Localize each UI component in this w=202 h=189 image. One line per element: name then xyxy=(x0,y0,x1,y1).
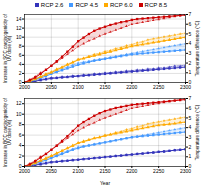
svg-text:2250: 2250 xyxy=(153,84,164,90)
svg-text:0: 0 xyxy=(189,163,192,169)
svg-text:6: 6 xyxy=(189,105,192,111)
svg-text:10: 10 xyxy=(16,34,22,40)
svg-text:Increase in SCC carcinogenicit: Increase in SCC carcinogenicity ofUV dos… xyxy=(3,13,13,83)
svg-text:2200: 2200 xyxy=(126,168,137,174)
svg-text:3: 3 xyxy=(189,50,192,56)
svg-text:6: 6 xyxy=(19,52,22,58)
svg-text:2150: 2150 xyxy=(99,84,110,90)
svg-text:Year: Year xyxy=(100,180,110,186)
svg-text:7: 7 xyxy=(189,11,192,17)
svg-text:5: 5 xyxy=(189,31,192,37)
svg-text:2300: 2300 xyxy=(179,84,192,91)
svg-text:2: 2 xyxy=(189,144,192,150)
svg-text:2000: 2000 xyxy=(18,168,31,175)
html-text:RCP 8.5: RCP 8.5 xyxy=(144,2,168,8)
svg-text:12: 12 xyxy=(16,25,22,31)
svg-text:2050: 2050 xyxy=(46,168,57,174)
svg-text:Increase in BCC carcinogenicit: Increase in BCC carcinogenicity ofUV dos… xyxy=(3,97,13,167)
svg-text:0: 0 xyxy=(19,79,22,85)
svg-text:2000: 2000 xyxy=(18,84,31,91)
svg-text:6: 6 xyxy=(19,132,22,138)
svg-text:2200: 2200 xyxy=(126,84,137,90)
svg-text:2050: 2050 xyxy=(46,84,57,90)
svg-text:4: 4 xyxy=(189,40,192,46)
svg-text:6: 6 xyxy=(189,21,192,27)
html-text:RCP 4.5: RCP 4.5 xyxy=(75,2,98,8)
svg-text:2150: 2150 xyxy=(99,168,110,174)
svg-text:2: 2 xyxy=(19,153,22,159)
svg-text:2300: 2300 xyxy=(179,168,192,175)
svg-text:4: 4 xyxy=(19,61,22,67)
svg-text:14: 14 xyxy=(16,16,22,22)
svg-text:2100: 2100 xyxy=(73,84,84,90)
svg-text:4: 4 xyxy=(189,124,192,130)
svg-text:8: 8 xyxy=(19,43,22,49)
svg-text:2: 2 xyxy=(19,70,22,76)
svg-text:0: 0 xyxy=(19,163,22,169)
svg-text:3: 3 xyxy=(189,134,192,140)
svg-text:1: 1 xyxy=(189,69,192,75)
svg-text:2250: 2250 xyxy=(153,168,164,174)
html-text:RCP 6.0: RCP 6.0 xyxy=(110,2,133,8)
svg-text:Temperature difference (°C): Temperature difference (°C) xyxy=(195,104,200,160)
svg-text:10: 10 xyxy=(16,111,22,117)
svg-text:4: 4 xyxy=(19,142,22,148)
svg-text:Temperature difference (°C): Temperature difference (°C) xyxy=(195,20,200,76)
svg-text:1: 1 xyxy=(189,153,192,159)
svg-text:0: 0 xyxy=(189,79,192,85)
html-text:RCP 2.6: RCP 2.6 xyxy=(40,2,64,8)
svg-text:5: 5 xyxy=(189,115,192,121)
svg-text:12: 12 xyxy=(16,100,22,106)
svg-text:7: 7 xyxy=(189,95,192,101)
svg-text:2100: 2100 xyxy=(73,168,84,174)
svg-text:8: 8 xyxy=(19,121,22,127)
svg-text:2: 2 xyxy=(189,60,192,66)
